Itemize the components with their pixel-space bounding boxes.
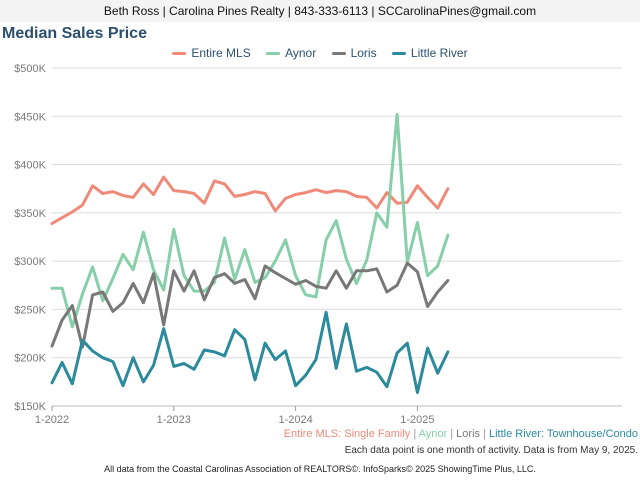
legend-item-entire-mls: Entire MLS [172, 46, 251, 60]
source-footer: All data from the Coastal Carolinas Asso… [104, 464, 536, 474]
subtitle-separator: | [480, 428, 489, 440]
x-tick-label: 1-2025 [400, 414, 434, 426]
x-tick-label: 1-2023 [157, 414, 191, 426]
chart-subtitle: Entire MLS: Single Family | Aynor | Lori… [284, 428, 638, 440]
chart-legend: Entire MLS Aynor Loris Little River [0, 46, 640, 60]
y-tick-label: $400K [14, 160, 46, 172]
y-tick-label: $300K [14, 256, 46, 268]
contact-banner: Beth Ross | Carolina Pines Realty | 843-… [0, 0, 640, 22]
series-line-loris [50, 261, 450, 349]
legend-swatch [172, 52, 187, 56]
subtitle-loris: Loris [456, 428, 481, 440]
y-tick-label: $450K [14, 111, 46, 123]
y-tick-label: $200K [14, 353, 46, 365]
y-tick-label: $250K [14, 304, 46, 316]
x-tick-label: 1-2024 [278, 414, 312, 426]
legend-label: Entire MLS [191, 46, 251, 60]
subtitle-aynor: Aynor [418, 428, 448, 440]
subtitle-separator: | [410, 428, 419, 440]
series-line-entire-mls [50, 175, 450, 225]
legend-item-aynor: Aynor [266, 46, 316, 60]
legend-swatch [391, 52, 406, 56]
legend-label: Loris [350, 46, 377, 60]
subtitle-entire-mls: Entire MLS: Single Family [283, 428, 411, 440]
x-tick-label: 1-2022 [35, 414, 69, 426]
y-tick-label: $150K [14, 401, 46, 413]
legend-label: Little River [410, 46, 468, 60]
legend-item-little-river: Little River [391, 46, 468, 60]
data-note: Each data point is one month of activity… [344, 445, 638, 456]
legend-item-loris: Loris [331, 46, 377, 60]
legend-swatch [331, 52, 346, 56]
contact-text: Beth Ross | Carolina Pines Realty | 843-… [103, 4, 537, 18]
series-line-aynor [50, 112, 450, 329]
y-tick-label: $350K [14, 208, 46, 220]
subtitle-little-river: Little River: Townhouse/Condo [489, 428, 638, 440]
series-line-little-river [50, 310, 450, 394]
legend-swatch [266, 52, 281, 56]
legend-label: Aynor [285, 46, 317, 60]
subtitle-separator: | [447, 428, 457, 440]
chart-title: Median Sales Price [2, 25, 147, 42]
line-chart: $150K $200K $250K $300K $350K $400K $450K $500K… [14, 63, 622, 426]
y-tick-label: $500K [14, 63, 46, 75]
